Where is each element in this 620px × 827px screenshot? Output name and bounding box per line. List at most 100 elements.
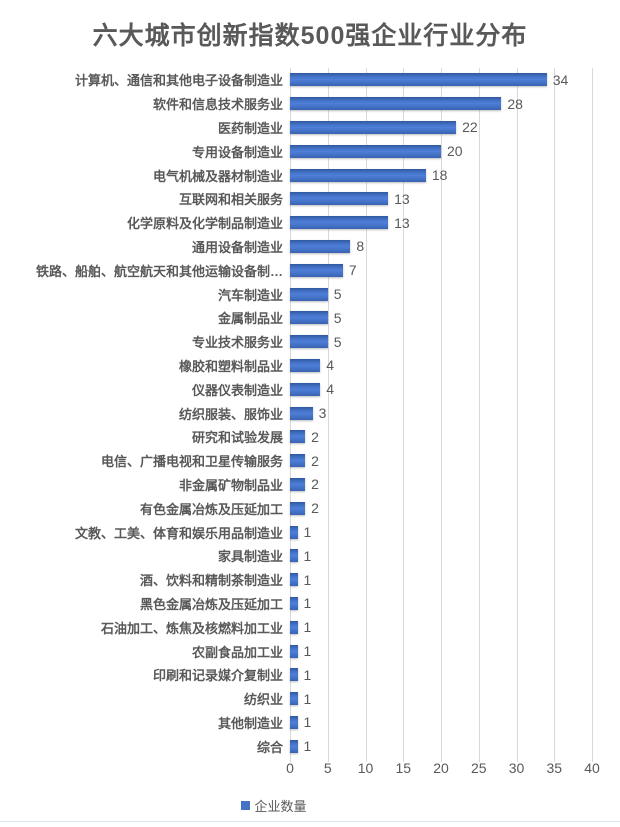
x-axis-label: 35 [546,760,563,776]
x-axis: 0 5 10 15 20 25 30 35 40 [0,760,620,778]
bar [290,216,389,230]
x-axis-label: 10 [357,760,374,776]
category-label: 橡胶和塑料制品业 [178,358,283,374]
bar [290,239,351,253]
x-axis-label: 40 [584,760,600,776]
chart-row: 互联网和相关服务 13 [0,187,620,211]
bar [290,406,313,420]
chart-row: 综合 1 [0,734,620,758]
bar [290,263,343,277]
legend-swatch-icon [241,801,251,810]
category-label: 医药制造业 [217,120,283,136]
chart-row: 有色金属冶炼及压延加工 2 [0,496,620,520]
bar [290,120,457,134]
gridline [478,68,480,758]
gridline [327,68,329,758]
chart-row: 研究和试验发展 2 [0,425,620,449]
chart-row: 纺织服装、服饰业 3 [0,401,620,425]
bar [290,644,298,658]
bar [290,144,441,158]
value-label: 5 [333,286,342,303]
bar [290,692,298,706]
category-label: 互联网和相关服务 [178,192,283,208]
category-label: 计算机、通信和其他电子设备制造业 [74,73,283,89]
axis-tick [441,758,442,762]
value-label: 1 [303,643,312,660]
category-label: 研究和试验发展 [191,430,283,446]
chart-row: 酒、饮料和精制茶制造业 1 [0,568,620,592]
category-label: 石油加工、炼焦及核燃料加工业 [100,620,283,636]
category-label: 通用设备制造业 [191,239,283,255]
value-label: 1 [303,619,312,636]
bar [290,335,328,349]
value-label: 1 [303,666,312,683]
category-label: 有色金属冶炼及压延加工 [139,501,283,517]
value-label: 2 [311,476,319,493]
category-label: 综合 [256,739,283,755]
gridline [441,68,442,758]
axis-tick [327,758,329,762]
value-label: 22 [462,119,478,136]
plot-area: 计算机、通信和其他电子设备制造业 34 软件和信息技术服务业 28 医药制造业 22 专用设… [0,68,620,762]
bar [290,715,298,729]
category-label: 专用设备制造业 [191,144,283,160]
value-label: 2 [311,500,319,517]
bottom-divider [0,821,620,822]
bar [290,358,321,372]
axis-tick [554,758,556,762]
chart-row: 印刷和记录媒介复制业 1 [0,663,620,687]
category-label: 电信、广播电视和卫星传输服务 [100,454,283,470]
x-axis-label: 5 [323,760,332,776]
bar [290,311,328,325]
chart-row: 专业技术服务业 5 [0,330,620,354]
legend-label: 企业数量 [254,799,307,814]
chart-row: 石油加工、炼焦及核燃料加工业 1 [0,615,620,639]
axis-tick [403,758,405,762]
category-label: 软件和信息技术服务业 [152,97,283,113]
axis-tick [290,758,291,762]
category-label: 铁路、船舶、航空航天和其他运输设备制… [35,263,283,279]
bar [290,668,298,682]
x-axis-label: 30 [508,760,525,776]
value-label: 2 [311,452,319,469]
category-label: 金属制品业 [217,311,283,327]
category-label: 农副食品加工业 [191,644,283,660]
bar [290,287,328,301]
x-axis-label: 0 [286,760,294,776]
bar [290,739,298,753]
category-label: 汽车制造业 [217,287,283,303]
chart-row: 专用设备制造业 20 [0,139,620,163]
bar [290,73,547,87]
chart-row: 橡胶和塑料制品业 4 [0,354,620,378]
axis-tick [592,758,593,762]
value-label: 3 [318,405,327,422]
gridline [516,68,518,758]
category-label: 电气机械及器材制造业 [152,168,283,184]
chart-row: 农副食品加工业 1 [0,639,620,663]
value-label: 1 [303,547,312,564]
category-label: 其他制造业 [217,715,283,731]
value-label: 1 [303,738,312,755]
chart-row: 其他制造业 1 [0,711,620,735]
chart-row: 化学原料及化学制品制造业 13 [0,211,620,235]
value-label: 1 [303,524,312,541]
chart-row: 医药制造业 22 [0,116,620,140]
category-label: 非金属矿物制品业 [178,477,283,493]
bar [290,192,389,206]
bar [290,501,306,515]
value-label: 1 [303,595,312,612]
value-label: 34 [552,71,569,88]
chart-row: 文教、工美、体育和娱乐用品制造业 1 [0,520,620,544]
chart-title: 六大城市创新指数500强企业行业分布 [92,22,528,50]
category-label: 黑色金属冶炼及压延加工 [139,596,283,612]
chart-row: 软件和信息技术服务业 28 [0,92,620,116]
rows-layer: 计算机、通信和其他电子设备制造业 34 软件和信息技术服务业 28 医药制造业 22 专用设… [0,68,620,758]
category-label: 酒、饮料和精制茶制造业 [139,573,283,589]
category-label: 印刷和记录媒介复制业 [152,668,283,684]
value-label: 2 [311,428,319,445]
chart-row: 仪器仪表制造业 4 [0,377,620,401]
bar [290,549,298,563]
value-label: 13 [394,190,410,207]
axis-tick [516,758,518,762]
